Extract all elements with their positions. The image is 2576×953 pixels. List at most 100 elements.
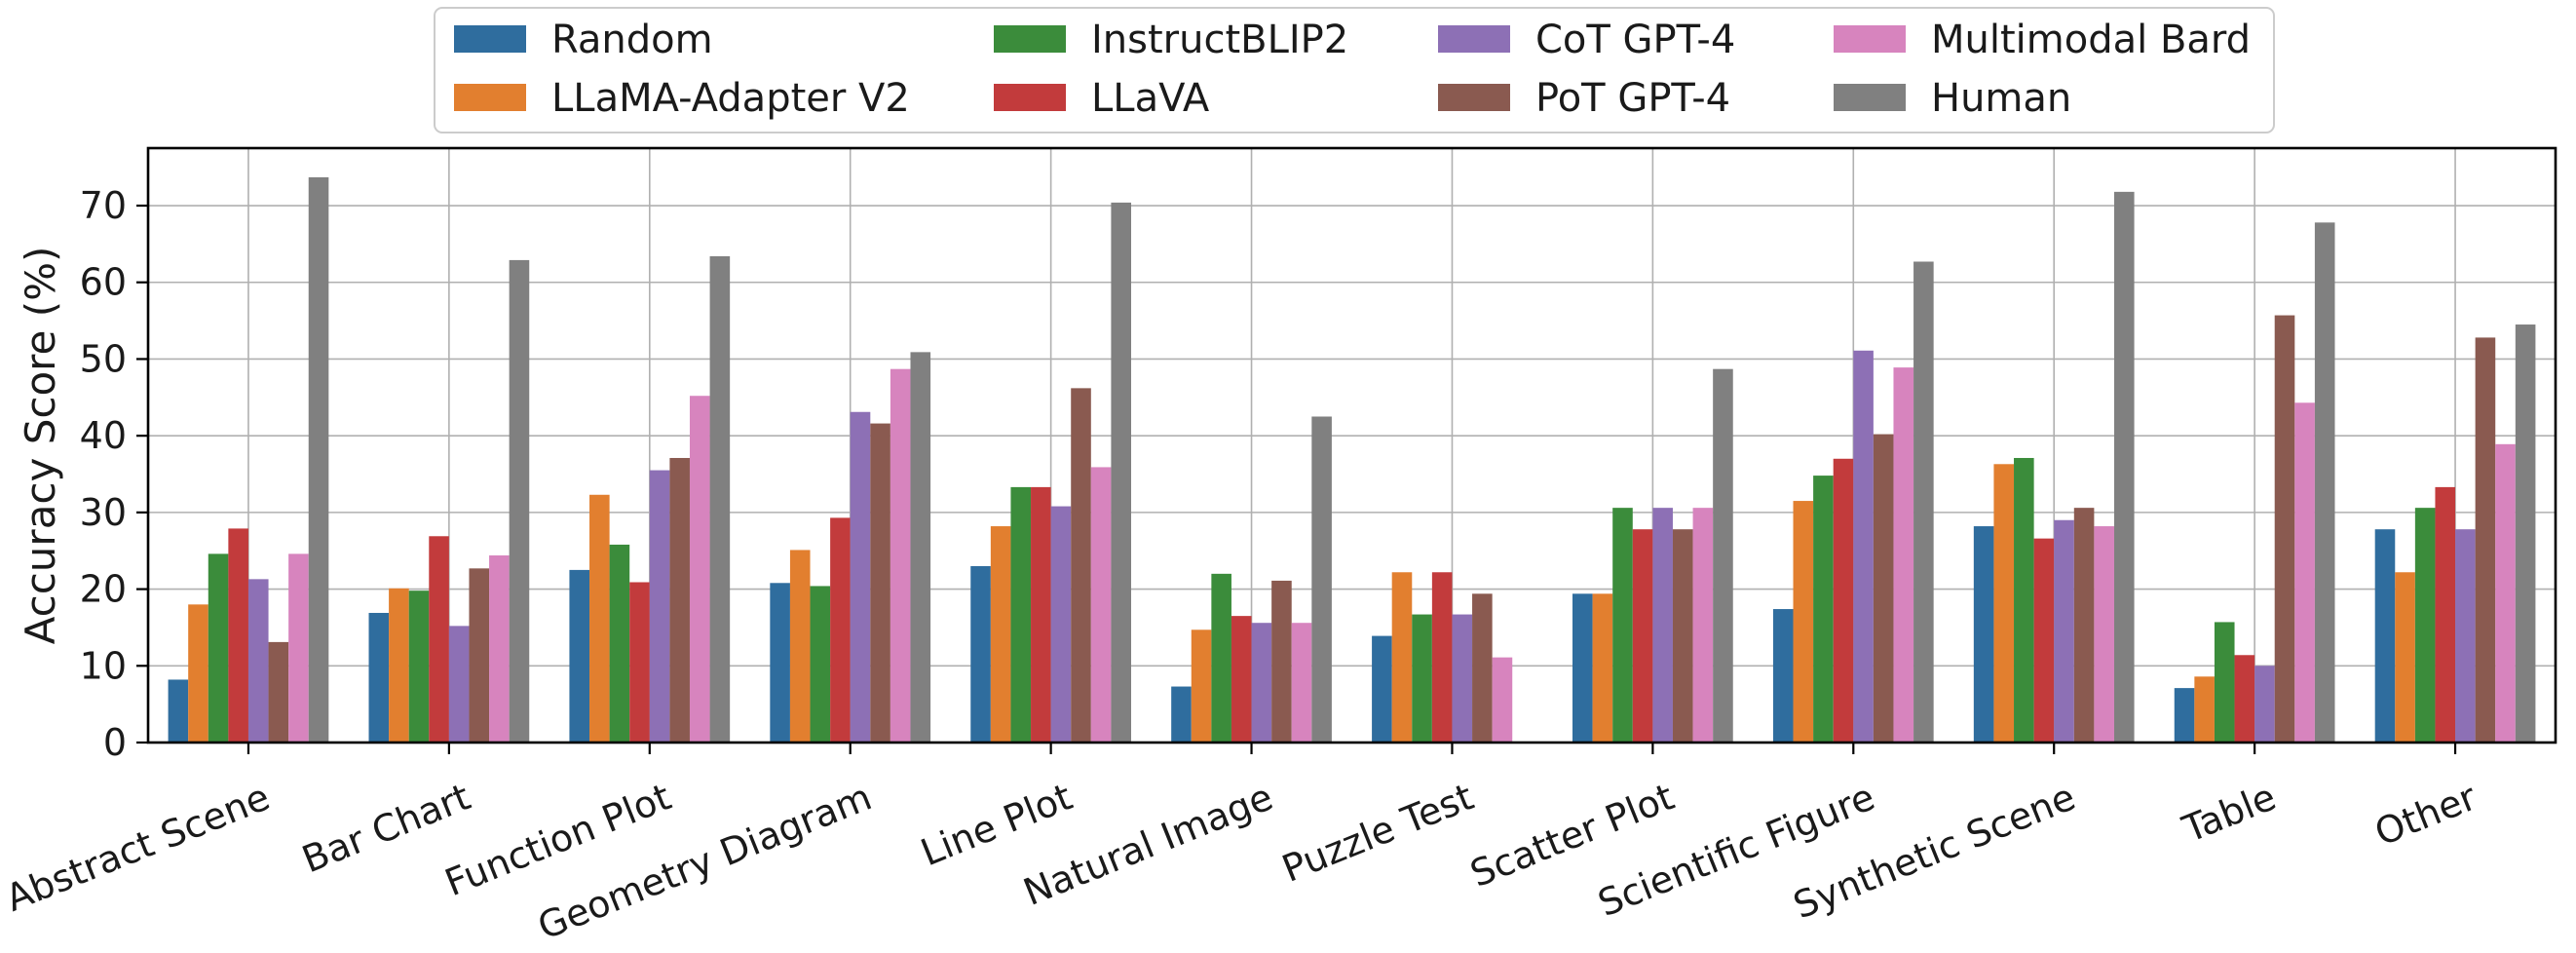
bar [2014,457,2034,743]
bar [2033,538,2055,743]
bar [589,494,610,743]
legend-swatch [454,84,526,111]
bar [2274,315,2295,743]
bar [228,528,248,743]
bar [2254,666,2275,743]
bar [1692,508,1714,743]
x-tick-label: Abstract Scene [0,776,276,920]
legend-swatch [994,25,1066,53]
bar [569,569,590,743]
bar [1893,367,1914,743]
bar [649,470,670,743]
bar [1772,609,1794,743]
bar [208,553,229,743]
legend: Random LLaMA-Adapter V2 InstructBLIP2 LLaVA… [434,7,2275,133]
legend-swatch [1438,25,1510,53]
legend-swatch [454,25,526,53]
bar [1813,476,1834,743]
bar [2414,508,2436,743]
y-tick-label: 70 [80,184,127,227]
bar [448,626,470,743]
bar [1853,350,1874,743]
bar [1251,623,1272,743]
legend-label: InstructBLIP2 [1091,18,1348,62]
bar [970,565,991,743]
bar [469,568,490,743]
bar [1211,573,1231,743]
bar [2094,526,2114,743]
bar [1090,467,1112,743]
bars [168,176,2536,743]
bar [489,554,510,743]
bar [2234,655,2255,743]
plot-frame [146,146,2557,744]
legend-label: Human [1931,76,2071,121]
bar [2174,688,2195,743]
bar [1472,593,1493,743]
legend-swatch [1438,84,1510,111]
legend-swatch [1834,84,1906,111]
y-tick-label: 0 [103,721,127,764]
bar [1372,635,1392,743]
bar [1431,572,1453,743]
y-tick-label: 10 [80,644,127,687]
bar [2113,191,2135,743]
bar [830,517,851,743]
bar [389,588,409,743]
bar [1111,202,1131,743]
bar [2054,519,2074,743]
bar [1652,508,1673,743]
bar [1171,686,1192,743]
bar [910,352,931,743]
bar [2495,443,2516,743]
y-tick-label: 40 [80,414,127,457]
bar [709,255,731,743]
bar [1291,623,1312,743]
legend-swatch [1834,25,1906,53]
legend-swatch [994,84,1066,111]
bar [408,591,430,743]
bar [1031,486,1051,743]
bar [1612,508,1633,743]
bar [870,423,890,743]
bar [2475,337,2496,743]
bar [810,586,831,743]
bar [669,457,690,743]
bar [509,259,530,743]
bar [1050,506,1072,743]
bar [1071,388,1091,743]
y-tick-label: 30 [80,491,127,534]
bar [168,679,189,743]
bar [1191,629,1212,743]
bar [2395,572,2415,743]
bar [789,550,811,743]
bar [2374,529,2396,743]
bar [2194,676,2215,743]
bar [689,396,710,743]
x-tick-label: Table [2176,776,2282,852]
bar [1592,593,1613,743]
bar [2214,622,2235,743]
bar [2515,324,2536,743]
bar [429,536,449,743]
bar [2455,529,2476,743]
bar [268,641,289,743]
bar [1873,434,1894,743]
bar [609,544,630,743]
bar [770,583,790,743]
y-tick-label: 50 [80,337,127,380]
bar [2314,222,2335,743]
bar [2294,402,2315,743]
bar [2435,486,2456,743]
y-tick-label: 60 [80,261,127,304]
x-tick-label: Geometry Diagram [532,776,878,948]
legend-label: Multimodal Bard [1931,18,2251,62]
bar [1913,261,1934,743]
bar [308,176,329,743]
legend-label: CoT GPT-4 [1535,18,1735,62]
bar [1793,501,1814,743]
bar [1632,529,1653,743]
legend-label: PoT GPT-4 [1535,76,1730,121]
bar [890,368,911,743]
